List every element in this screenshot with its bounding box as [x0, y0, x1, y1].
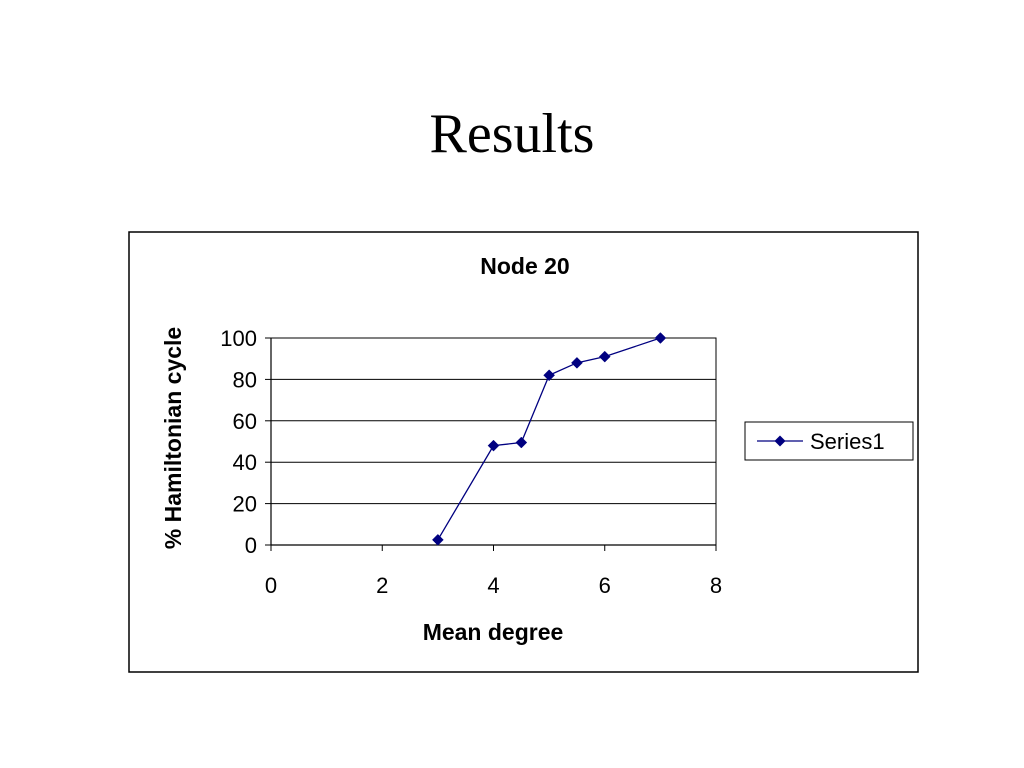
slide-title: Results [429, 103, 595, 165]
x-tick-label: 8 [710, 573, 722, 598]
x-tick-label: 0 [265, 573, 277, 598]
x-tick-label: 2 [376, 573, 388, 598]
x-axis-label: Mean degree [423, 619, 564, 645]
chart-title: Node 20 [480, 253, 569, 279]
y-tick-label: 80 [233, 367, 257, 392]
legend: Series1 [744, 421, 914, 461]
y-tick-label: 40 [233, 450, 257, 475]
y-tick-label: 60 [233, 409, 257, 434]
data-point [543, 369, 555, 382]
data-point [571, 356, 583, 369]
x-tick-label: 6 [599, 573, 611, 598]
tick-labels: 0 20 40 60 80 100 0 2 4 6 8 [220, 326, 722, 598]
legend-label: Series1 [810, 429, 885, 454]
data-point [487, 439, 500, 452]
y-tick-label: 100 [220, 326, 257, 351]
y-tick-label: 20 [233, 492, 257, 517]
data-point [654, 332, 667, 344]
data-point [515, 436, 528, 449]
data-point [598, 350, 611, 363]
data-point [432, 533, 444, 546]
y-tick-label: 0 [245, 533, 257, 558]
x-tick-label: 4 [487, 573, 499, 598]
series-layer [432, 332, 667, 546]
legend-swatch-marker [774, 435, 786, 447]
y-axis-label: % Hamiltonian cycle [160, 327, 186, 549]
axes [265, 337, 717, 551]
